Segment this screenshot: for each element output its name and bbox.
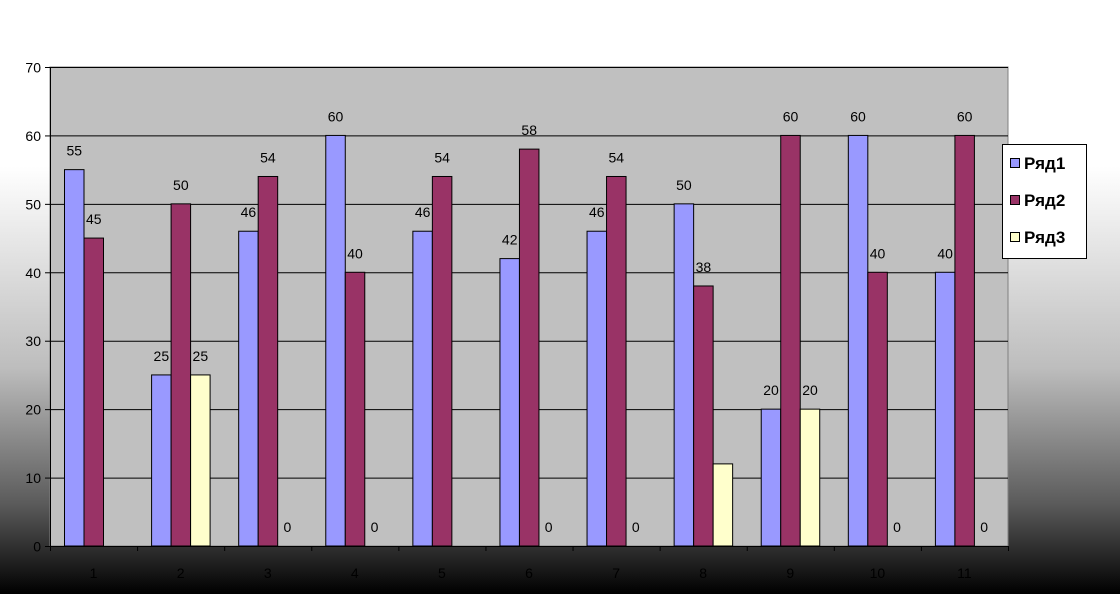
y-tick-label: 0 (33, 539, 41, 555)
bar (586, 230, 608, 547)
bar (693, 285, 714, 547)
x-tick-label: 2 (177, 565, 185, 581)
bar (606, 175, 627, 547)
data-label: 40 (347, 245, 363, 261)
data-label: 58 (521, 122, 537, 138)
data-label: 0 (632, 519, 640, 535)
y-tick-label: 50 (25, 196, 41, 212)
bar (780, 134, 801, 547)
data-label: 20 (802, 382, 818, 398)
data-label: 0 (893, 519, 901, 535)
data-label: 54 (434, 149, 450, 165)
x-tick-label: 6 (525, 565, 533, 581)
bar (499, 258, 520, 547)
y-tick-label: 40 (25, 265, 41, 281)
data-label: 60 (957, 108, 973, 124)
bar-marks: 55 25 46 60 46 42 46 50 20 60 40 45 50 54 40 54 58 54 38 60… (64, 108, 988, 547)
y-tick-label: 60 (25, 128, 41, 144)
x-tick-label: 4 (351, 565, 359, 581)
data-label: 50 (173, 177, 189, 193)
bar (412, 230, 433, 547)
bar (190, 374, 211, 547)
bar (518, 148, 540, 547)
bar (673, 203, 695, 547)
data-label: 42 (502, 232, 518, 248)
y-tick-label: 20 (25, 402, 41, 418)
x-tick-label: 3 (264, 565, 272, 581)
x-tick-label: 5 (438, 565, 446, 581)
data-label: 60 (850, 108, 866, 124)
data-label: 20 (763, 382, 779, 398)
data-label: 46 (415, 204, 431, 220)
x-tick-label: 9 (786, 565, 794, 581)
bar (934, 271, 956, 547)
legend-swatch (1010, 232, 1020, 242)
data-label: 38 (696, 259, 712, 275)
legend-swatch (1010, 158, 1020, 168)
legend-label: Ряд1 (1024, 154, 1065, 173)
bar (847, 134, 869, 547)
bar (170, 203, 192, 547)
bar (325, 134, 346, 547)
y-tick-label: 30 (25, 333, 41, 349)
x-tick-label: 10 (870, 565, 886, 581)
legend: Ряд1 Ряд2 Ряд3 (1002, 144, 1087, 259)
bar (83, 237, 104, 547)
data-label: 25 (154, 348, 170, 364)
x-tick-label: 8 (699, 565, 707, 581)
data-label: 40 (870, 245, 886, 261)
bar (238, 230, 259, 547)
legend-label: Ряд3 (1024, 228, 1065, 247)
data-label: 45 (86, 211, 102, 227)
bar (712, 463, 734, 547)
x-tick-label: 1 (90, 565, 98, 581)
bar (151, 374, 172, 547)
data-label: 55 (66, 143, 82, 159)
data-label: 25 (193, 348, 209, 364)
data-label: 0 (980, 519, 988, 535)
x-tick-label: 7 (612, 565, 620, 581)
data-label: 0 (371, 519, 379, 535)
data-label: 0 (284, 519, 292, 535)
data-label: 40 (937, 245, 953, 261)
data-label: 54 (260, 149, 276, 165)
bar (954, 134, 975, 547)
data-label: 46 (241, 204, 257, 220)
bar (760, 408, 782, 547)
legend-label: Ряд2 (1024, 191, 1065, 210)
y-tick-label: 70 (25, 60, 41, 76)
data-label: 50 (676, 177, 692, 193)
bar (431, 175, 453, 547)
data-label: 46 (589, 204, 605, 220)
y-tick-label: 10 (25, 470, 41, 486)
data-label: 60 (328, 108, 344, 124)
data-label: 60 (783, 108, 799, 124)
bar (64, 169, 85, 547)
bar (257, 175, 279, 547)
data-label: 0 (545, 519, 553, 535)
bar (867, 271, 888, 547)
bar (344, 271, 366, 547)
x-tick-label: 11 (957, 565, 972, 581)
bar (799, 408, 821, 547)
legend-swatch (1010, 195, 1020, 205)
data-label: 54 (609, 149, 625, 165)
